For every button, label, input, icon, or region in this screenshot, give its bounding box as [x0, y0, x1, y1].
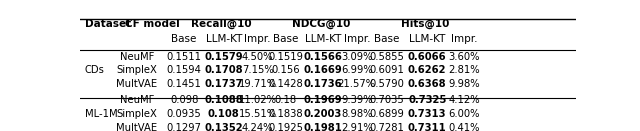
Text: 3.60%: 3.60%: [449, 52, 480, 62]
Text: 0.0935: 0.0935: [167, 109, 202, 119]
Text: 6.99%: 6.99%: [341, 65, 372, 75]
Text: 4.12%: 4.12%: [449, 95, 480, 105]
Text: 19.71%: 19.71%: [239, 79, 276, 89]
Text: 0.6899: 0.6899: [369, 109, 404, 119]
Text: SimpleX: SimpleX: [116, 109, 157, 119]
Text: Recall@10: Recall@10: [191, 19, 251, 29]
Text: 9.98%: 9.98%: [449, 79, 480, 89]
Text: 15.51%: 15.51%: [239, 109, 276, 119]
Text: 9.39%: 9.39%: [341, 95, 372, 105]
Text: 0.1566: 0.1566: [303, 52, 342, 62]
Text: Base: Base: [273, 34, 298, 44]
Text: 0.1519: 0.1519: [268, 52, 303, 62]
Text: CDs: CDs: [85, 65, 105, 75]
Text: 0.5790: 0.5790: [369, 79, 404, 89]
Text: 0.1579: 0.1579: [205, 52, 243, 62]
Text: Dataset: Dataset: [85, 19, 131, 29]
Text: 0.1969: 0.1969: [304, 95, 342, 105]
Text: Impr.: Impr.: [451, 34, 477, 44]
Text: 21.57%: 21.57%: [338, 79, 376, 89]
Text: SimpleX: SimpleX: [116, 65, 157, 75]
Text: 0.1838: 0.1838: [269, 109, 303, 119]
Text: 0.1511: 0.1511: [166, 52, 202, 62]
Text: LLM-KT: LLM-KT: [205, 34, 242, 44]
Text: 0.2003: 0.2003: [304, 109, 342, 119]
Text: 0.1708: 0.1708: [205, 65, 243, 75]
Text: Base: Base: [172, 34, 197, 44]
Text: 0.1925: 0.1925: [268, 123, 303, 131]
Text: 0.098: 0.098: [170, 95, 198, 105]
Text: 0.1594: 0.1594: [167, 65, 202, 75]
Text: 0.41%: 0.41%: [449, 123, 480, 131]
Text: Impr.: Impr.: [344, 34, 370, 44]
Text: 6.00%: 6.00%: [449, 109, 480, 119]
Text: 0.1981: 0.1981: [303, 123, 342, 131]
Text: 3.09%: 3.09%: [341, 52, 372, 62]
Text: 2.81%: 2.81%: [449, 65, 480, 75]
Text: 0.5855: 0.5855: [369, 52, 404, 62]
Text: 0.1428: 0.1428: [268, 79, 303, 89]
Text: 4.50%: 4.50%: [242, 52, 273, 62]
Text: 0.1352: 0.1352: [205, 123, 243, 131]
Text: 0.6091: 0.6091: [369, 65, 404, 75]
Text: 8.98%: 8.98%: [341, 109, 372, 119]
Text: NeuMF: NeuMF: [120, 95, 154, 105]
Text: Base: Base: [374, 34, 399, 44]
Text: 0.108: 0.108: [208, 109, 240, 119]
Text: 4.24%: 4.24%: [242, 123, 273, 131]
Text: 0.7281: 0.7281: [369, 123, 404, 131]
Text: 0.1088: 0.1088: [204, 95, 243, 105]
Text: 0.7313: 0.7313: [408, 109, 447, 119]
Text: 0.1297: 0.1297: [166, 123, 202, 131]
Text: MultVAE: MultVAE: [116, 79, 157, 89]
Text: Impr.: Impr.: [244, 34, 271, 44]
Text: 0.18: 0.18: [275, 95, 297, 105]
Text: NeuMF: NeuMF: [120, 52, 154, 62]
Text: Hits@10: Hits@10: [401, 19, 450, 29]
Text: 0.1737: 0.1737: [205, 79, 243, 89]
Text: 0.7325: 0.7325: [408, 95, 446, 105]
Text: 0.1669: 0.1669: [303, 65, 342, 75]
Text: 11.02%: 11.02%: [239, 95, 276, 105]
Text: 0.156: 0.156: [271, 65, 300, 75]
Text: 0.7035: 0.7035: [369, 95, 404, 105]
Text: MultVAE: MultVAE: [116, 123, 157, 131]
Text: NDCG@10: NDCG@10: [292, 19, 351, 29]
Text: 0.1736: 0.1736: [304, 79, 342, 89]
Text: ML-1M: ML-1M: [85, 109, 118, 119]
Text: LLM-KT: LLM-KT: [305, 34, 341, 44]
Text: LLM-KT: LLM-KT: [409, 34, 445, 44]
Text: 7.15%: 7.15%: [242, 65, 273, 75]
Text: 2.91%: 2.91%: [341, 123, 372, 131]
Text: 0.1451: 0.1451: [167, 79, 202, 89]
Text: CF model: CF model: [125, 19, 179, 29]
Text: 0.7311: 0.7311: [408, 123, 447, 131]
Text: 0.6262: 0.6262: [408, 65, 447, 75]
Text: 0.6368: 0.6368: [408, 79, 447, 89]
Text: 0.6066: 0.6066: [408, 52, 447, 62]
